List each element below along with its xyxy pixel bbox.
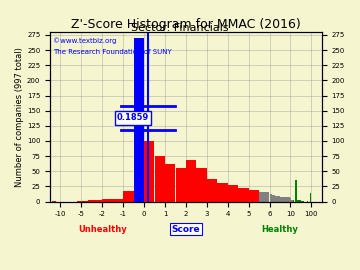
Y-axis label: Number of companies (997 total): Number of companies (997 total): [15, 47, 24, 187]
Bar: [52, 201, 56, 202]
Bar: [89, 200, 95, 202]
Bar: [176, 168, 186, 202]
Bar: [310, 193, 311, 202]
Bar: [197, 168, 207, 202]
Bar: [165, 164, 175, 202]
Bar: [217, 183, 228, 202]
Title: Z'-Score Histogram for MMAC (2016): Z'-Score Histogram for MMAC (2016): [71, 18, 301, 31]
Bar: [123, 191, 134, 202]
Text: ©www.textbiz.org: ©www.textbiz.org: [53, 37, 116, 44]
Bar: [302, 201, 303, 202]
Bar: [155, 156, 165, 202]
Bar: [303, 201, 304, 202]
Bar: [95, 200, 102, 202]
Bar: [77, 201, 81, 202]
Bar: [285, 197, 288, 202]
Bar: [307, 201, 308, 202]
Text: Unhealthy: Unhealthy: [78, 225, 127, 234]
Bar: [249, 190, 259, 202]
Bar: [283, 197, 285, 202]
Bar: [186, 160, 196, 202]
Text: Healthy: Healthy: [261, 225, 298, 234]
Bar: [207, 178, 217, 202]
Bar: [228, 185, 238, 202]
Text: Sector: Financials: Sector: Financials: [131, 23, 229, 33]
Bar: [238, 188, 248, 202]
Bar: [275, 195, 277, 202]
Text: Score: Score: [172, 225, 200, 234]
Bar: [272, 195, 275, 202]
Bar: [259, 193, 269, 202]
Bar: [134, 38, 144, 202]
Bar: [301, 201, 302, 202]
Bar: [295, 180, 297, 202]
Bar: [144, 141, 154, 202]
Bar: [277, 196, 280, 202]
Bar: [81, 201, 88, 202]
Text: 0.1859: 0.1859: [117, 113, 149, 122]
Bar: [298, 200, 300, 202]
Bar: [288, 197, 291, 202]
Bar: [297, 200, 298, 202]
Text: The Research Foundation of SUNY: The Research Foundation of SUNY: [53, 49, 171, 55]
Bar: [270, 194, 272, 202]
Bar: [103, 198, 123, 202]
Bar: [300, 200, 301, 202]
Bar: [280, 197, 283, 202]
